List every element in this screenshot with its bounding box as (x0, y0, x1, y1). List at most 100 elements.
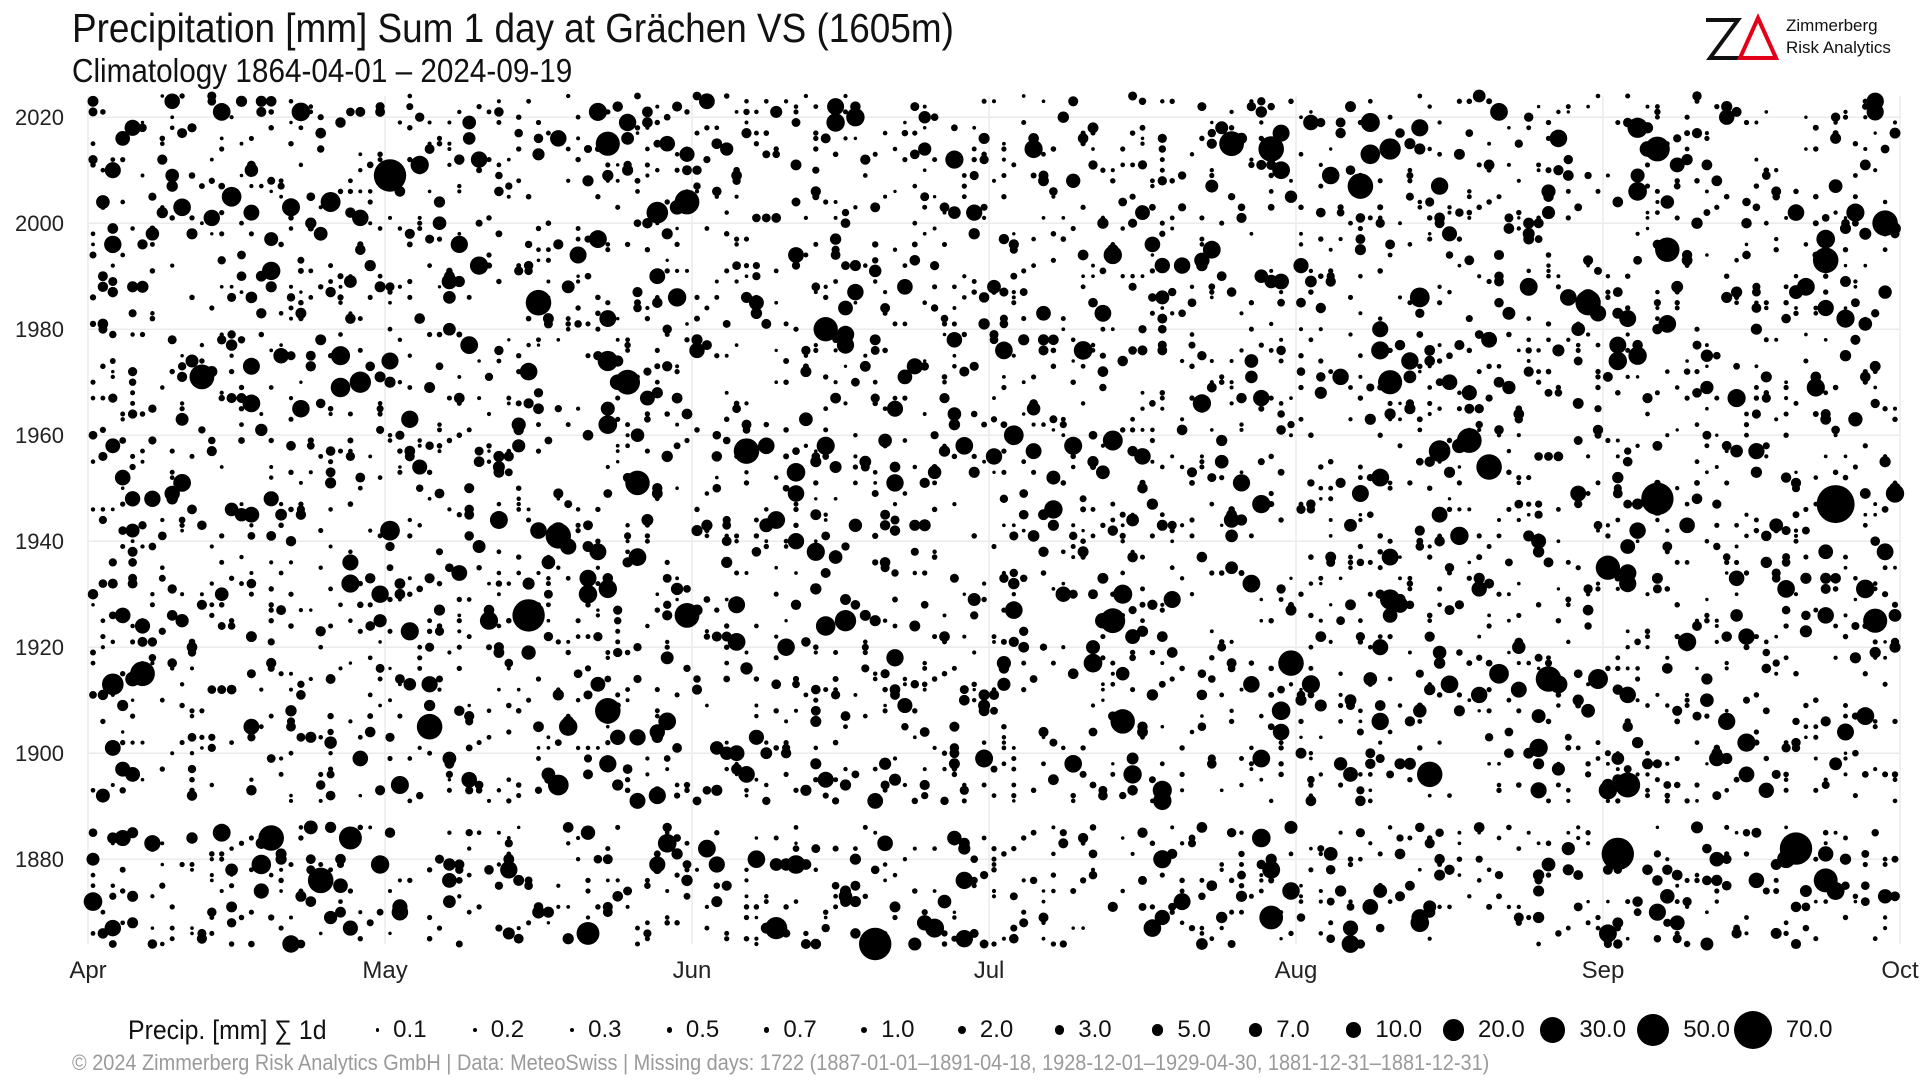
data-point (615, 449, 620, 454)
data-point (1843, 263, 1848, 268)
data-point (794, 841, 798, 846)
data-point (100, 167, 106, 173)
data-point (1206, 880, 1218, 892)
data-point (385, 282, 395, 292)
data-point (625, 904, 630, 909)
data-point (610, 729, 626, 745)
y-tick-label-2000: 2000 (15, 211, 64, 236)
data-point (1278, 401, 1284, 406)
data-point (225, 863, 238, 877)
data-point (1051, 194, 1056, 199)
data-point (1654, 104, 1660, 110)
data-point (1516, 480, 1522, 486)
data-point (486, 644, 492, 651)
data-point (1692, 91, 1702, 101)
data-point (654, 363, 661, 370)
data-point (454, 859, 465, 870)
data-point (625, 443, 630, 449)
data-point (525, 193, 532, 200)
data-point (1615, 655, 1621, 661)
legend-dot-icon (1442, 1019, 1465, 1041)
data-point (435, 548, 444, 556)
data-point (447, 120, 452, 125)
data-point (624, 777, 631, 783)
data-point (1375, 218, 1385, 228)
data-point (238, 437, 245, 444)
data-point (407, 353, 412, 358)
data-point (504, 468, 513, 477)
data-point (596, 608, 600, 612)
data-point (345, 451, 356, 462)
data-point (367, 294, 373, 300)
data-point (348, 274, 353, 279)
data-point (1246, 101, 1257, 112)
data-point (1625, 771, 1631, 777)
data-point (1889, 127, 1901, 139)
data-point (467, 703, 471, 708)
data-point (1046, 470, 1061, 485)
data-point (436, 140, 443, 147)
data-point (906, 358, 923, 375)
data-point (1516, 433, 1521, 438)
data-point (922, 570, 928, 576)
data-point (484, 864, 494, 875)
data-point (1461, 385, 1477, 401)
data-point (723, 416, 730, 423)
data-point (1822, 829, 1829, 836)
data-point (120, 411, 126, 417)
data-point (644, 936, 651, 942)
data-point (575, 279, 581, 284)
data-point (1090, 867, 1096, 872)
data-point (552, 689, 564, 701)
data-point-major (1872, 210, 1898, 236)
data-point (992, 99, 996, 104)
data-point (465, 786, 474, 795)
data-point (456, 432, 463, 438)
data-point (1595, 368, 1601, 375)
data-point (338, 666, 343, 671)
data-point (681, 408, 693, 420)
data-point (427, 750, 433, 756)
data-point (813, 241, 819, 247)
data-point (694, 867, 700, 872)
data-point (288, 305, 294, 311)
data-point (827, 98, 845, 116)
data-point (1601, 778, 1615, 792)
data-point (1207, 754, 1216, 763)
data-point (1179, 358, 1185, 364)
data-point (140, 173, 145, 178)
data-point (883, 703, 887, 708)
data-point (1356, 558, 1365, 567)
data-point (98, 579, 108, 588)
data-point (704, 629, 710, 634)
data-point (1546, 798, 1551, 804)
data-point (1873, 512, 1878, 517)
data-point (285, 705, 297, 717)
data-point (279, 194, 284, 199)
data-point (961, 331, 967, 338)
data-point (970, 410, 978, 418)
data-point (1604, 750, 1611, 757)
data-point (1248, 326, 1254, 332)
data-point (1684, 501, 1690, 507)
data-point (831, 881, 840, 890)
data-point (1457, 873, 1462, 877)
data-point (377, 676, 383, 682)
data-point (918, 519, 931, 532)
data-point (634, 177, 641, 184)
data-point (1199, 242, 1205, 247)
data-point (1674, 899, 1680, 905)
data-point (602, 573, 614, 584)
data-point (1852, 173, 1858, 178)
data-point (921, 681, 928, 688)
data-point (1435, 378, 1444, 387)
data-point (753, 517, 759, 523)
data-point (486, 708, 492, 714)
data-point (1266, 159, 1277, 170)
data-point (734, 570, 740, 576)
data-point (999, 287, 1009, 297)
data-point (1315, 631, 1327, 643)
data-point (872, 279, 878, 284)
data-point (407, 278, 413, 285)
